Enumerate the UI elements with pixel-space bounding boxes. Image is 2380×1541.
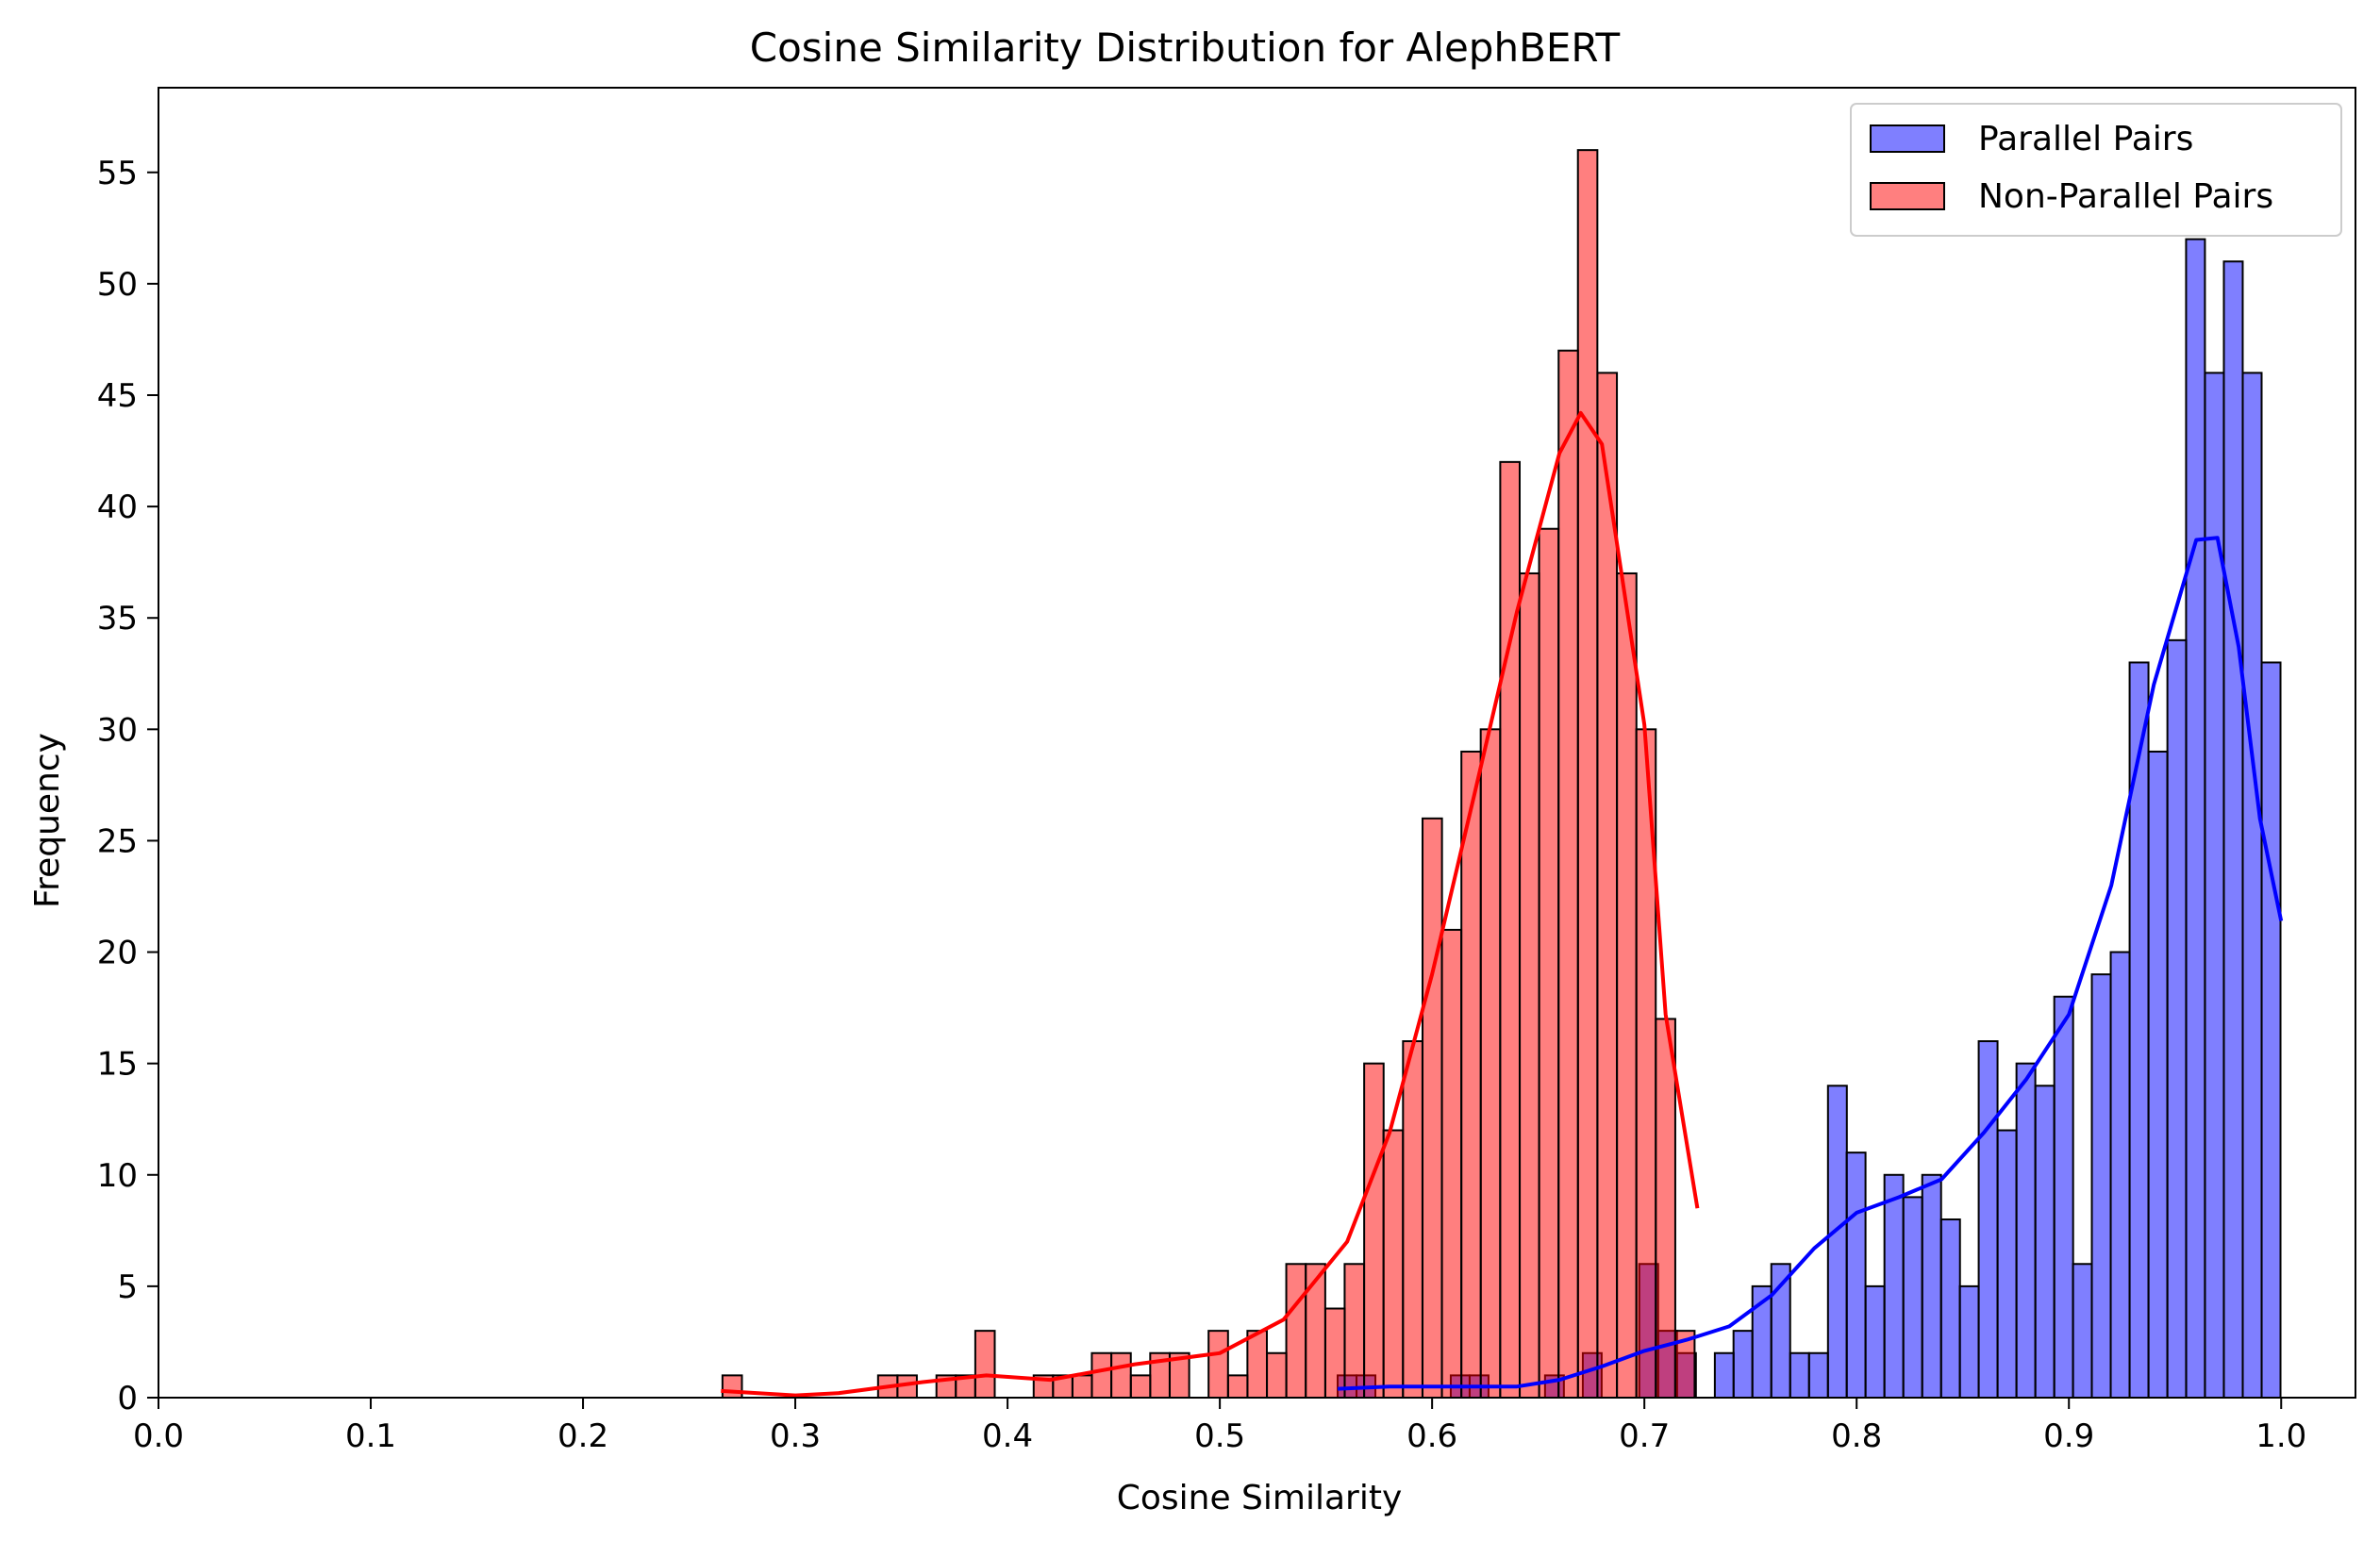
histogram-bar — [1266, 1351, 1288, 1400]
chart-title: Cosine Similarity Distribution for Aleph… — [750, 25, 1621, 71]
histogram-bar — [2185, 238, 2206, 1399]
histogram-bar — [1789, 1351, 1810, 1400]
histogram-bar — [2166, 638, 2188, 1399]
kde-curves — [721, 410, 2284, 1398]
histogram-bar — [1655, 1018, 1676, 1399]
histogram-bar — [1382, 1129, 1405, 1400]
y-tick-label: 5 — [117, 1268, 138, 1306]
histogram-bar — [1460, 750, 1482, 1399]
histogram-bar — [1883, 1173, 1905, 1399]
histogram-bar — [2053, 995, 2074, 1399]
histogram-bar — [1323, 1307, 1346, 1400]
histogram-bar — [1305, 1263, 1326, 1399]
histogram-bar — [1732, 1330, 1754, 1400]
histogram-bar — [1207, 1330, 1229, 1400]
histogram-bar — [974, 1330, 996, 1400]
axes-frame — [158, 87, 2356, 1399]
histogram-bar — [2241, 372, 2263, 1400]
histogram-bar — [2128, 661, 2150, 1399]
x-tick-label: 0.6 — [1406, 1417, 1457, 1455]
histogram-bar — [1939, 1218, 1961, 1399]
histogram-bar — [1363, 1062, 1385, 1399]
x-tick-label: 0.8 — [1831, 1417, 1882, 1455]
histogram-bar — [2015, 1062, 2037, 1399]
y-axis-ticks: 0 5 10 15 20 25 30 35 40 45 50 55 — [97, 155, 158, 1417]
histogram-bar — [2090, 973, 2112, 1399]
histogram-bar — [1845, 1152, 1867, 1399]
histogram-bar — [1958, 1284, 1980, 1399]
histogram-bar — [1479, 728, 1502, 1399]
histogram-bar — [1499, 460, 1521, 1400]
histogram-bar — [1226, 1374, 1249, 1400]
legend-box — [1850, 103, 2342, 237]
histogram-bar — [1576, 149, 1599, 1400]
x-tick-label: 0.9 — [2043, 1417, 2094, 1455]
x-axis-label: Cosine Similarity — [1117, 1479, 1403, 1517]
histogram-bar — [1110, 1351, 1132, 1400]
histogram-bar — [2147, 750, 2169, 1399]
histogram-bar — [1090, 1351, 1113, 1400]
histogram-bar — [1557, 349, 1579, 1400]
histogram-bar — [1402, 1040, 1423, 1399]
y-tick-label: 25 — [97, 822, 138, 860]
legend-label-parallel-pairs: Parallel Pairs — [1978, 120, 2193, 158]
legend-swatch-parallel-pairs — [1870, 124, 1945, 153]
histogram-bar — [1807, 1351, 1829, 1400]
x-tick-label: 0.7 — [1619, 1417, 1670, 1455]
y-tick-label: 40 — [97, 489, 138, 526]
histogram-bar — [2222, 260, 2244, 1399]
histogram-bar — [1826, 1085, 1848, 1400]
histogram-bar — [2109, 951, 2131, 1399]
histogram-bar — [2204, 372, 2225, 1400]
histogram-bar — [1285, 1263, 1307, 1399]
y-tick-label: 15 — [97, 1046, 138, 1084]
histogram-bar — [2260, 661, 2282, 1399]
y-tick-label: 35 — [97, 600, 138, 638]
histogram-bar — [1902, 1196, 1923, 1399]
histogram-bar — [2034, 1085, 2055, 1400]
y-tick-label: 20 — [97, 935, 138, 972]
histogram-bar — [1246, 1330, 1268, 1400]
y-tick-label: 45 — [97, 377, 138, 415]
kde-line-non-parallel-pairs — [721, 410, 1700, 1398]
histogram-bar — [1538, 527, 1560, 1399]
y-tick-label: 50 — [97, 266, 138, 304]
histogram-bar — [2072, 1263, 2093, 1399]
histogram-bar — [1440, 928, 1463, 1400]
histogram-bar — [1422, 817, 1443, 1399]
histogram-bar — [1713, 1351, 1735, 1400]
legend-swatch-non-parallel-pairs — [1870, 182, 1945, 210]
x-tick-label: 0.2 — [558, 1417, 608, 1455]
histogram-bar — [1864, 1284, 1886, 1399]
y-tick-label: 0 — [117, 1380, 138, 1417]
y-tick-label: 30 — [97, 711, 138, 749]
histogram-bar — [1519, 572, 1540, 1399]
kde-line-parallel-pairs — [1337, 536, 2284, 1391]
y-axis-label: Frequency — [28, 733, 67, 908]
y-tick-label: 10 — [97, 1157, 138, 1195]
x-tick-label: 0.0 — [133, 1417, 184, 1455]
histogram-bar — [1977, 1040, 1999, 1399]
x-tick-label: 0.1 — [345, 1417, 396, 1455]
legend: Parallel Pairs Non-Parallel Pairs — [1850, 103, 2342, 237]
histogram-bar — [1996, 1129, 2018, 1400]
x-axis-ticks: 0.0 0.1 0.2 0.3 0.4 0.5 0.6 0.7 0.8 0.9 1.0 — [133, 1398, 2306, 1455]
x-tick-label: 0.5 — [1194, 1417, 1245, 1455]
histogram-bar — [1616, 572, 1638, 1399]
x-tick-label: 1.0 — [2255, 1417, 2306, 1455]
histogram-bar — [1071, 1374, 1093, 1400]
histogram-bar — [1921, 1173, 1942, 1399]
x-tick-label: 0.3 — [770, 1417, 821, 1455]
legend-label-non-parallel-pairs: Non-Parallel Pairs — [1978, 177, 2273, 216]
histogram-bar — [1129, 1374, 1152, 1400]
y-tick-label: 55 — [97, 155, 138, 192]
x-tick-label: 0.4 — [982, 1417, 1033, 1455]
histogram-bar — [1343, 1263, 1366, 1399]
histogram-bar — [721, 1374, 743, 1400]
